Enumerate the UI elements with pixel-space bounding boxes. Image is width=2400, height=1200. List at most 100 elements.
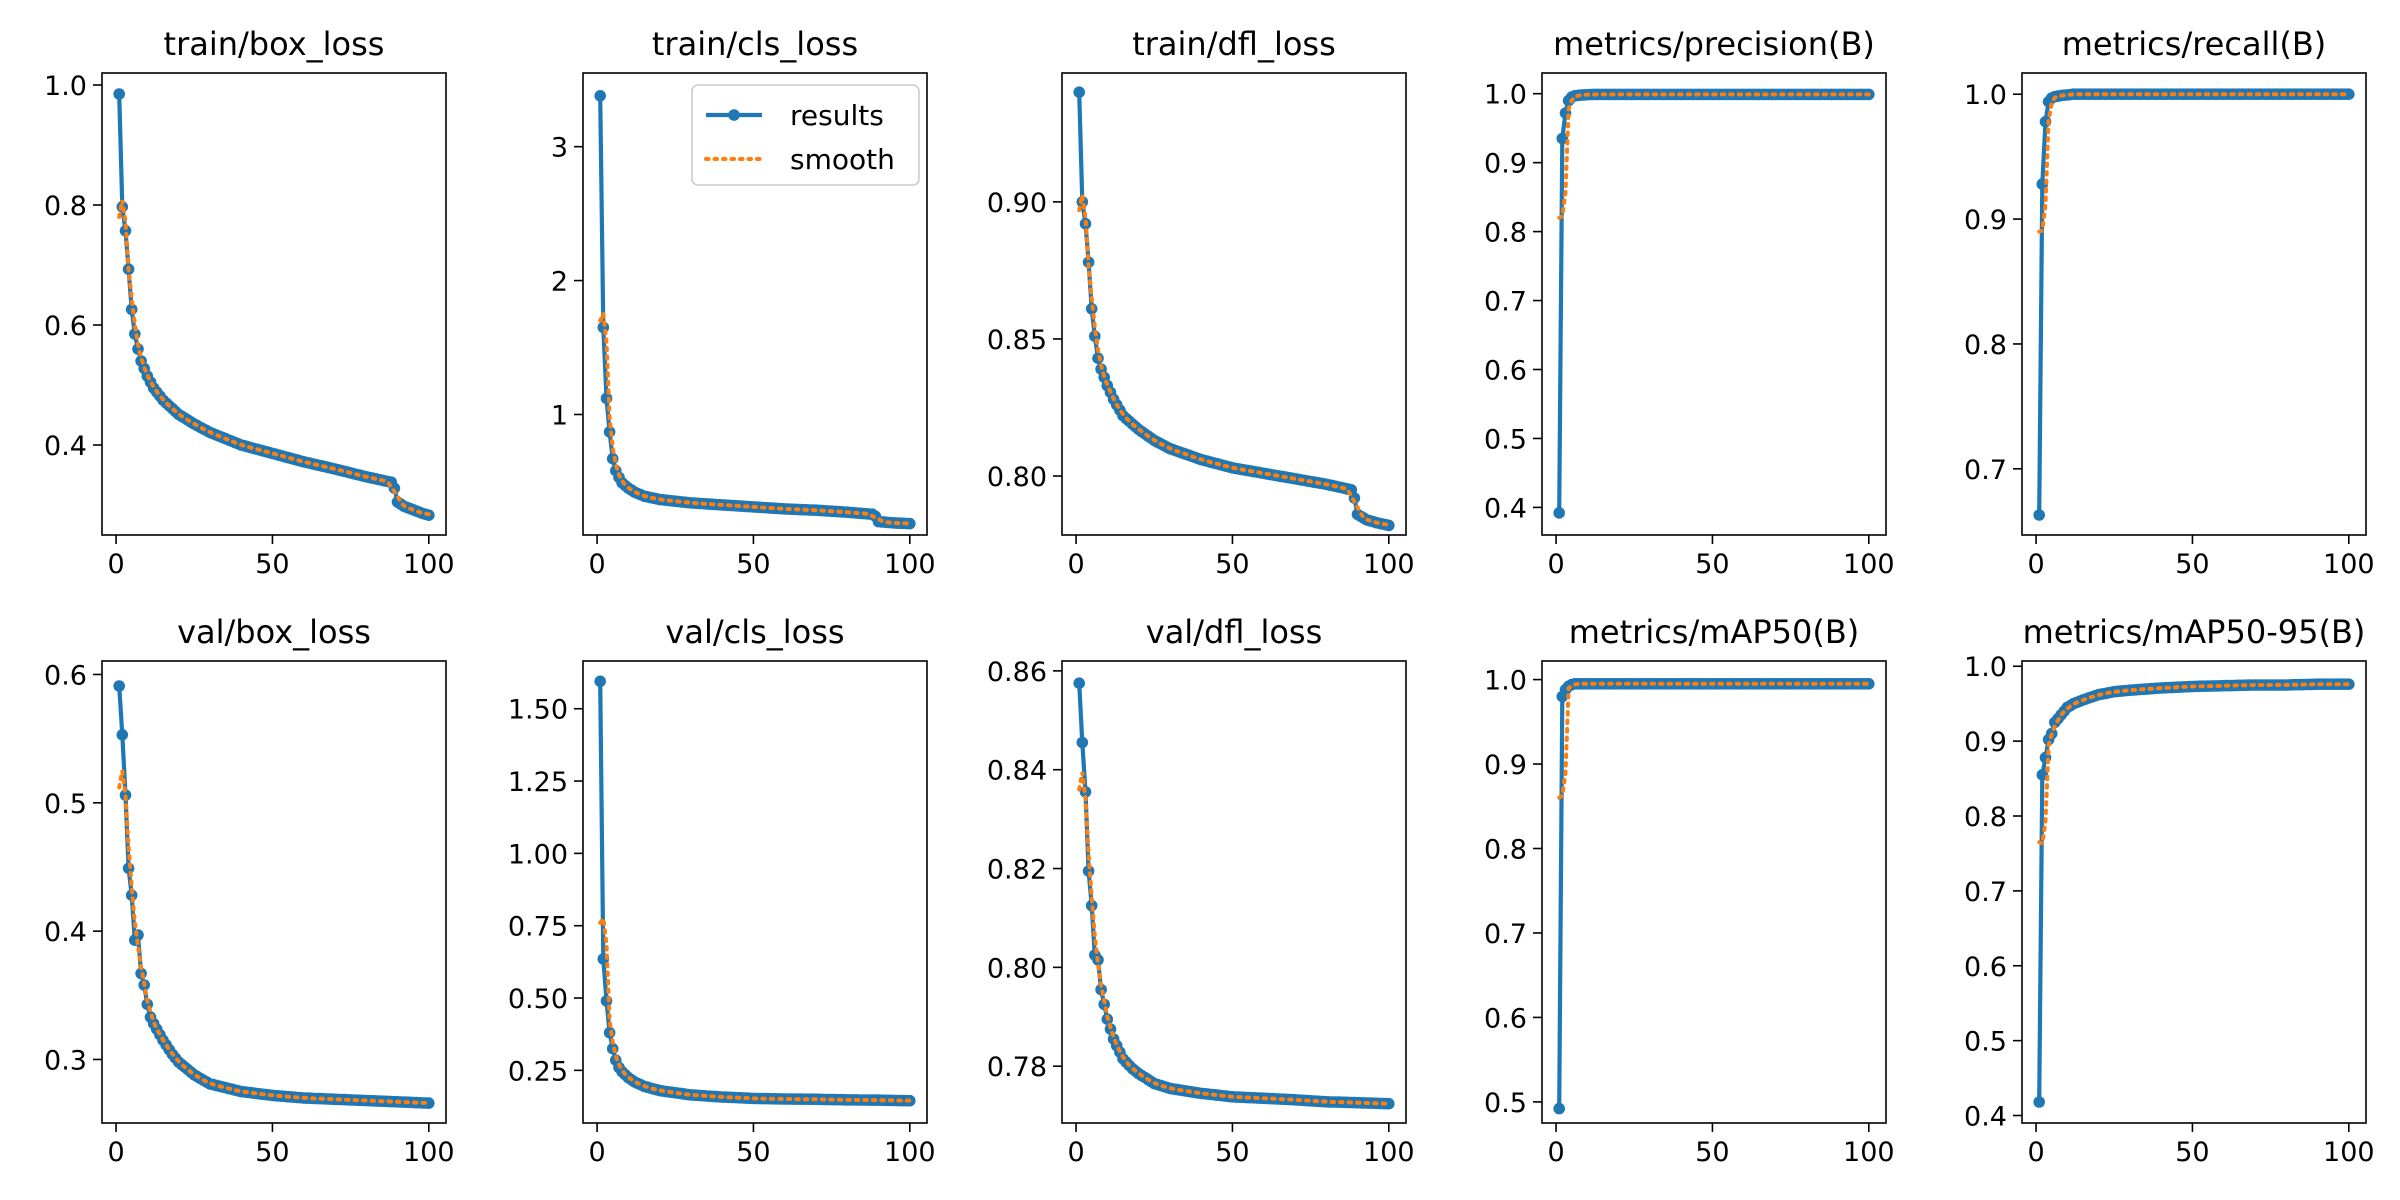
data-point xyxy=(1073,677,1085,689)
y-tick-label: 0.6 xyxy=(1484,1003,1527,1034)
y-tick-label: 0.50 xyxy=(508,984,568,1015)
axes-frame xyxy=(2021,72,2367,536)
y-tick-label: 1.0 xyxy=(1964,80,2007,111)
results-markers xyxy=(1553,678,1875,1115)
x-tick-label: 0 xyxy=(1547,549,1564,580)
plot-area xyxy=(113,680,435,1109)
subplot-8: val/dfl_loss 0 50 100 0.78 0.80 0.82 0.84 0.86 xyxy=(987,613,1415,1168)
data-point xyxy=(116,729,129,741)
plot-area xyxy=(1073,677,1395,1110)
data-point xyxy=(2033,509,2045,521)
y-tick-label: 0.4 xyxy=(1964,1102,2007,1133)
subplot-2: train/cls_loss 0 50 100 1 2 3 results smooth xyxy=(551,25,936,580)
data-point xyxy=(2036,769,2049,781)
x-tick-label: 100 xyxy=(1843,1137,1895,1168)
y-tick-label: 0.8 xyxy=(44,191,87,222)
y-tick-label: 1.00 xyxy=(508,839,568,870)
axes-frame xyxy=(1061,72,1407,536)
x-tick-label: 0 xyxy=(107,1137,124,1168)
y-tick-label: 0.85 xyxy=(987,325,1047,356)
y-tick-label: 0.5 xyxy=(1964,1027,2007,1058)
x-tick-label: 0 xyxy=(1547,1137,1564,1168)
subplot-1: train/box_loss 0 50 100 0.4 0.6 0.8 1.0 xyxy=(44,25,455,580)
y-tick-label: 0.7 xyxy=(1964,877,2007,908)
x-tick-label: 100 xyxy=(2323,549,2375,580)
smooth-line xyxy=(2037,682,2351,847)
y-tick-label: 0.8 xyxy=(1964,330,2007,361)
plot-area xyxy=(1073,86,1395,532)
x-tick-label: 0 xyxy=(588,1137,605,1168)
data-point xyxy=(119,225,132,237)
subplot-9: metrics/mAP50(B) 0 50 100 0.5 0.6 0.7 0.8 0.9 1.0 xyxy=(1484,613,1895,1168)
plot-area xyxy=(113,88,435,521)
x-tick-label: 50 xyxy=(736,549,770,580)
data-point xyxy=(423,1097,435,1109)
subplot-title: metrics/mAP50-95(B) xyxy=(2023,613,2366,651)
smooth-line xyxy=(598,913,912,1103)
y-tick-label: 0.8 xyxy=(1484,835,1527,866)
subplot-title: train/box_loss xyxy=(164,25,385,63)
data-point xyxy=(904,517,916,530)
data-point xyxy=(1076,736,1089,749)
y-tick-label: 0.80 xyxy=(987,953,1047,984)
x-tick-label: 50 xyxy=(1695,549,1729,580)
smooth-line xyxy=(117,770,431,1105)
y-tick-label: 3 xyxy=(551,133,568,164)
y-tick-label: 0.25 xyxy=(508,1056,568,1087)
plot-area xyxy=(1553,88,1875,519)
data-point xyxy=(1863,678,1875,690)
x-tick-label: 50 xyxy=(1215,549,1249,580)
y-tick-label: 0.80 xyxy=(987,462,1047,493)
y-tick-label: 0.7 xyxy=(1484,287,1527,318)
subplot-3: train/dfl_loss 0 50 100 0.80 0.85 0.90 xyxy=(987,25,1415,580)
data-point xyxy=(1553,1102,1565,1115)
y-tick-label: 0.3 xyxy=(44,1045,87,1076)
x-tick-label: 0 xyxy=(107,549,124,580)
subplot-title: val/cls_loss xyxy=(665,613,844,651)
x-tick-label: 100 xyxy=(1363,1137,1415,1168)
axes-frame xyxy=(1061,660,1407,1124)
results-markers xyxy=(113,680,435,1109)
y-tick-label: 0.9 xyxy=(1484,149,1527,180)
y-tick-label: 0.9 xyxy=(1964,205,2007,236)
axes-frame xyxy=(101,72,447,536)
subplot-title: val/box_loss xyxy=(177,613,371,651)
data-point xyxy=(1556,132,1569,145)
smooth-line xyxy=(1077,194,1391,527)
y-tick-label: 0.84 xyxy=(987,756,1047,787)
axes-frame xyxy=(101,660,447,1124)
x-tick-label: 0 xyxy=(2027,549,2044,580)
y-tick-label: 0.9 xyxy=(1964,727,2007,758)
data-point xyxy=(2033,1096,2045,1108)
subplot-5: metrics/recall(B) 0 50 100 0.7 0.8 0.9 1.0 xyxy=(1964,25,2375,580)
axes-frame xyxy=(582,72,928,536)
subplot-title: metrics/mAP50(B) xyxy=(1569,613,1860,651)
results-markers xyxy=(1553,88,1875,519)
data-point xyxy=(2343,88,2355,100)
y-tick-label: 1.25 xyxy=(508,767,568,798)
plot-area xyxy=(1553,678,1875,1115)
legend-smooth-label: smooth xyxy=(790,143,895,176)
smooth-line xyxy=(598,305,912,526)
y-tick-label: 0.78 xyxy=(987,1052,1047,1083)
y-tick-label: 0.6 xyxy=(1964,952,2007,983)
y-tick-label: 0.6 xyxy=(44,311,87,342)
plot-area xyxy=(2033,88,2355,521)
y-tick-label: 0.5 xyxy=(1484,424,1527,455)
x-tick-label: 100 xyxy=(884,549,936,580)
axes-frame xyxy=(582,660,928,1124)
legend-results-label: results xyxy=(790,99,884,132)
y-tick-label: 0.7 xyxy=(1964,455,2007,486)
data-point xyxy=(1553,507,1565,519)
x-tick-label: 100 xyxy=(1363,549,1415,580)
subplot-10: metrics/mAP50-95(B) 0 50 100 0.4 0.5 0.6 0.7 0.8… xyxy=(1964,613,2375,1168)
x-tick-label: 100 xyxy=(403,1137,455,1168)
data-point xyxy=(594,90,606,102)
x-tick-label: 0 xyxy=(1067,1137,1084,1168)
plot-area xyxy=(2033,678,2355,1108)
x-tick-label: 50 xyxy=(255,1137,289,1168)
smooth-line xyxy=(1557,92,1871,220)
y-tick-label: 2 xyxy=(551,267,568,298)
x-tick-label: 50 xyxy=(1215,1137,1249,1168)
